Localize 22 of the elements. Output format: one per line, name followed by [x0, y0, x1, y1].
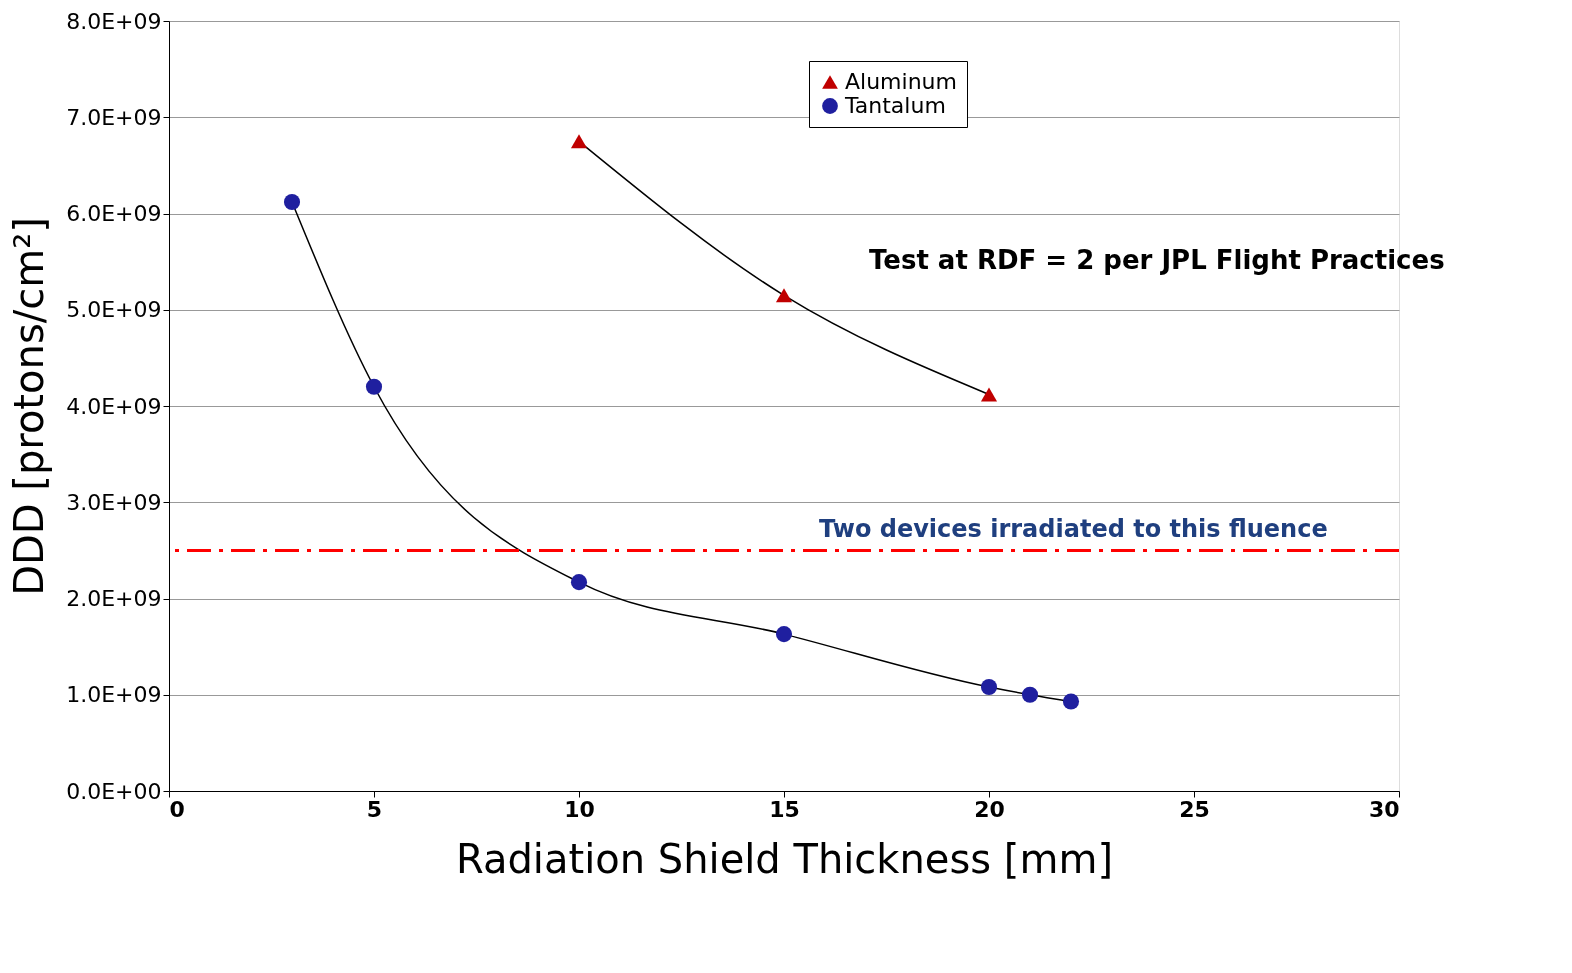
y-tick-label: 6.0E+09	[66, 201, 162, 226]
x-tick-label: 25	[1179, 796, 1210, 822]
legend-label: Tantalum	[844, 93, 946, 118]
annotation: Test at RDF = 2 per JPL Flight Practices	[869, 245, 1445, 275]
x-tick-label: 0	[169, 796, 185, 822]
x-axis-title: Radiation Shield Thickness [mm]	[455, 835, 1114, 882]
y-tick-label: 0.0E+00	[66, 778, 162, 804]
x-tick-label: 5	[366, 796, 383, 822]
y-tick-label: 4.0E+09	[66, 393, 162, 419]
x-tick-label: 30	[1368, 796, 1400, 822]
y-tick-label: 8.0E+09	[66, 8, 162, 34]
ref-line-label: Two devices irradiated to this fluence	[819, 515, 1328, 544]
y-tick-label: 7.0E+09	[66, 104, 162, 130]
y-tick-label: 5.0E+09	[66, 297, 162, 323]
y-tick-label: 1.0E+09	[66, 682, 162, 708]
legend-label: Aluminum	[845, 69, 957, 94]
x-tick-label: 10	[564, 796, 595, 822]
x-tick-label: 20	[974, 796, 1005, 822]
y-axis-title: DDD [protons/cm²]	[6, 217, 53, 596]
y-tick-label: 2.0E+09	[66, 586, 162, 611]
x-tick-label: 15	[769, 796, 800, 822]
y-tick-label: 3.0E+09	[66, 489, 162, 515]
